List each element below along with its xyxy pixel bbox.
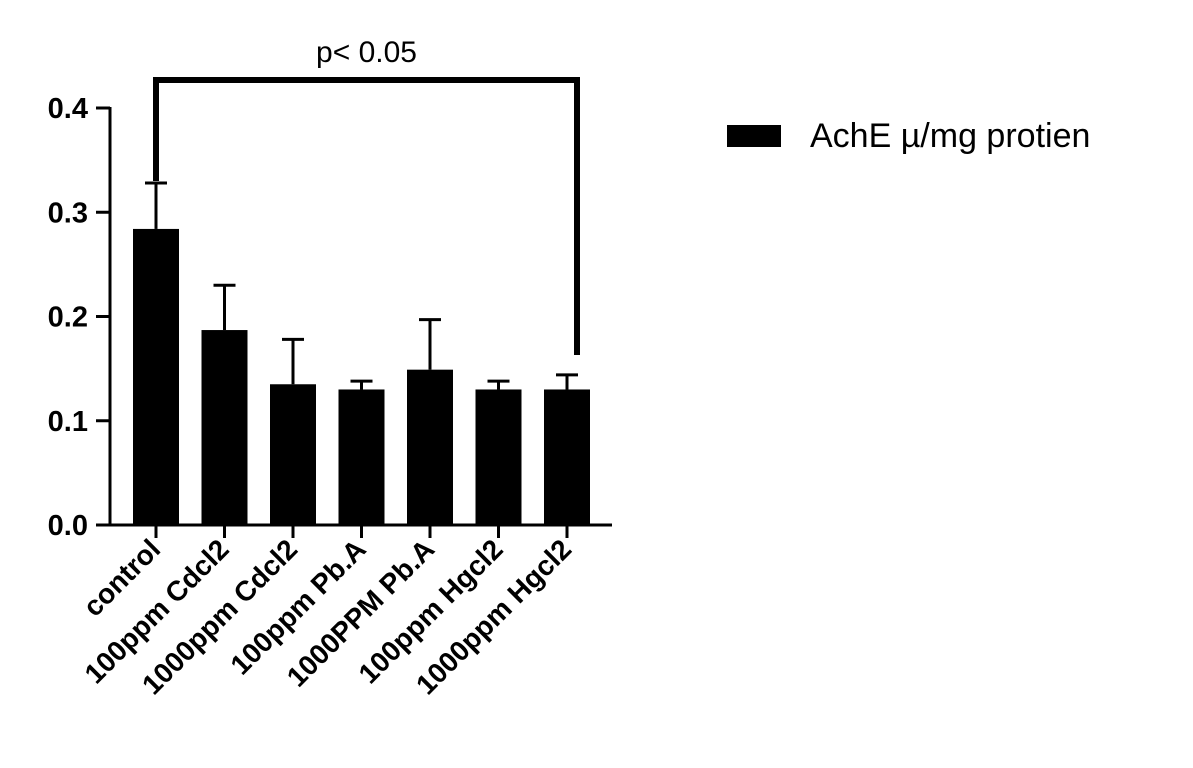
significance-annotation: p< 0.05 [153, 36, 580, 355]
legend: AchE µ/mg protien [727, 117, 1090, 155]
y-tick-label: 0.3 [48, 197, 88, 229]
bar [544, 389, 590, 525]
bar [407, 369, 453, 525]
legend-label: AchE µ/mg protien [810, 117, 1090, 155]
y-tick-label: 0.2 [48, 302, 88, 334]
y-tick-label: 0.1 [48, 406, 88, 438]
y-tick-label: 0.0 [48, 510, 88, 542]
significance-label: p< 0.05 [316, 36, 417, 69]
axes-layer: 0.0 0.1 0.2 0.3 0.4 [48, 93, 612, 542]
error-bars-layer [145, 181, 578, 390]
significance-bracket [153, 77, 580, 355]
bar [133, 228, 179, 525]
bar [270, 384, 316, 525]
y-tick-label: 0.4 [48, 93, 88, 125]
bar [201, 330, 248, 525]
bar [475, 389, 522, 525]
bars-layer [133, 228, 590, 525]
bar [338, 389, 385, 525]
legend-swatch [727, 125, 781, 147]
